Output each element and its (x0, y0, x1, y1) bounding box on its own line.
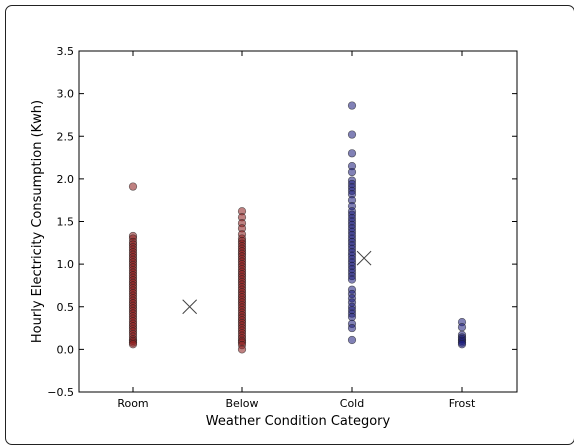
y-axis: −0.5 0.0 0.5 1.0 1.5 2.0 2.5 3.0 3.5 (47, 45, 517, 399)
x-marker (356, 250, 372, 266)
data-points (128, 101, 467, 354)
scatter-point (347, 275, 357, 284)
scatter-point (347, 312, 357, 322)
scatter-point (128, 340, 138, 349)
plot-border (78, 50, 518, 393)
x-markers (182, 250, 372, 315)
y-tick-label: 2.0 (57, 173, 75, 186)
y-tick-label: 0.0 (57, 343, 75, 356)
scatter-point (347, 335, 357, 345)
scatter-point (347, 323, 357, 333)
y-axis-label: Hourly Electricity Consumption (Kwh) (30, 100, 45, 343)
y-tick-label: 1.0 (57, 258, 75, 271)
y-tick-label: 0.5 (57, 301, 75, 314)
y-tick-label: 3.0 (57, 88, 75, 101)
y-tick-label: 2.5 (57, 130, 75, 143)
x-tick-label: Cold (340, 397, 364, 410)
scatter-point (347, 167, 357, 177)
x-tick-label: Room (117, 397, 148, 410)
x-marker (182, 299, 198, 315)
y-tick-label: 1.5 (57, 216, 75, 229)
plot-area (78, 50, 518, 393)
x-tick-label: Frost (449, 397, 476, 410)
y-tick-label: −0.5 (47, 386, 74, 399)
x-tick-label: Below (225, 397, 258, 410)
scatter-point (237, 345, 247, 354)
y-tick-label: 3.5 (57, 45, 75, 58)
scatter-point (457, 340, 467, 349)
scatter-point (347, 130, 357, 139)
scatter-point (128, 182, 138, 191)
scatter-point (347, 101, 357, 110)
x-axis-label: Weather Condition Category (206, 414, 391, 429)
x-axis: Room Below Cold Frost (117, 51, 476, 410)
scatter-point (457, 323, 467, 332)
scatter-point (347, 149, 357, 158)
